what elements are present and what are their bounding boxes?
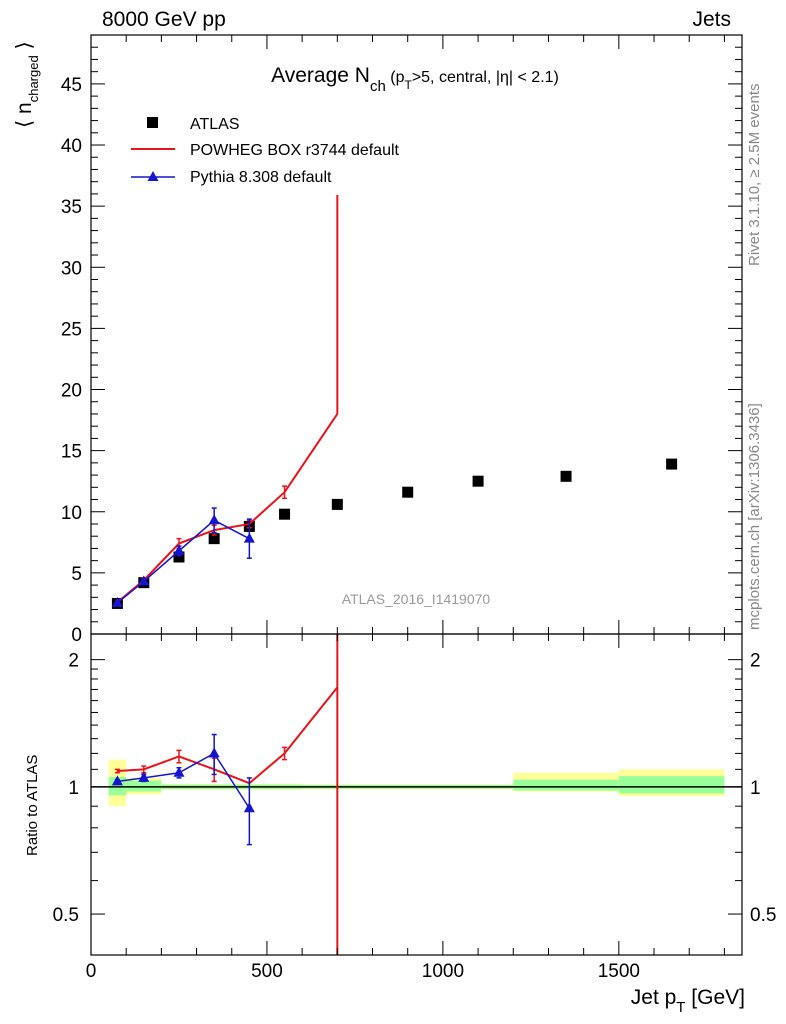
atlas-data-point <box>208 533 220 545</box>
y-tick-label: 0 <box>71 625 82 646</box>
x-tick-label: 500 <box>251 961 283 982</box>
ratio-y-tick-label: 0.5 <box>53 905 79 926</box>
main-plot-frame <box>90 34 743 635</box>
y-tick-label: 35 <box>61 197 82 218</box>
y-tick-label: 20 <box>61 381 82 402</box>
legend: ATLAS POWHEG BOX r3744 default Pythia 8.… <box>131 116 400 186</box>
ratio-y-tick-label-right: 0.5 <box>750 905 776 926</box>
y-tick-label: 15 <box>61 442 82 463</box>
powheg-ratio-line <box>117 686 339 785</box>
atlas-data-point <box>666 458 678 470</box>
powheg-line <box>116 413 339 603</box>
header-process: 8000 GeV pp <box>102 8 226 31</box>
atlas-data-point <box>279 508 291 520</box>
legend-pythia-label: Pythia 8.308 default <box>190 169 332 186</box>
pythia-ratio-point <box>111 775 123 786</box>
y-tick-label: 30 <box>61 258 82 279</box>
band-inner <box>126 780 162 792</box>
pythia-data-point <box>243 532 255 543</box>
band-inner <box>513 779 619 791</box>
x-tick-label: 1000 <box>422 961 464 982</box>
atlas-data-point <box>472 475 484 487</box>
x-axis-label: Jet pT [GeV] <box>631 986 745 1016</box>
pythia-ratio-point <box>208 747 220 758</box>
ratio-y-tick-label-right: 1 <box>750 778 761 799</box>
ratio-plot-marks <box>111 634 339 955</box>
atlas-data-point <box>173 551 185 563</box>
y-tick-label: 10 <box>61 503 82 524</box>
atlas-data-point <box>402 486 414 498</box>
analysis-watermark: ATLAS_2016_I1419070 <box>342 591 491 607</box>
ratio-y-tick-label: 2 <box>68 651 79 672</box>
ratio-y-axis-label: Ratio to ATLAS <box>24 755 41 856</box>
y-tick-label: 5 <box>71 564 82 585</box>
ratio-y-tick-label: 1 <box>68 778 79 799</box>
legend-atlas-label: ATLAS <box>190 116 240 133</box>
atlas-data-point <box>331 498 343 510</box>
pythia-ratio-point <box>173 766 185 777</box>
y-tick-label: 45 <box>61 75 82 96</box>
pythia-data-point <box>138 575 150 586</box>
ratio-y-tick-label-right: 2 <box>750 651 761 672</box>
band-inner <box>618 776 725 794</box>
header-tag: Jets <box>692 8 731 31</box>
pythia-ratio-point <box>138 771 150 782</box>
pythia-data-point <box>173 544 185 555</box>
y-axis-label: ⟨ ncharged ⟩ <box>13 41 41 128</box>
y-tick-label: 25 <box>61 319 82 340</box>
legend-pythia-marker <box>147 171 159 181</box>
chart-title: Average Nch (pT>5, central, |η| < 2.1) <box>271 64 559 95</box>
pythia-data-point <box>208 514 220 525</box>
legend-powheg-label: POWHEG BOX r3744 default <box>190 142 400 159</box>
y-tick-label: 40 <box>61 136 82 157</box>
x-tick-label: 1500 <box>598 961 640 982</box>
x-tick-label: 0 <box>86 961 97 982</box>
legend-atlas-marker <box>147 117 158 128</box>
ratio-plot-frame <box>90 633 743 956</box>
atlas-data-point <box>560 470 572 482</box>
main-plot-marks <box>111 195 678 609</box>
pythia-ratio-point <box>243 802 255 813</box>
pythia-data-point <box>111 596 123 607</box>
